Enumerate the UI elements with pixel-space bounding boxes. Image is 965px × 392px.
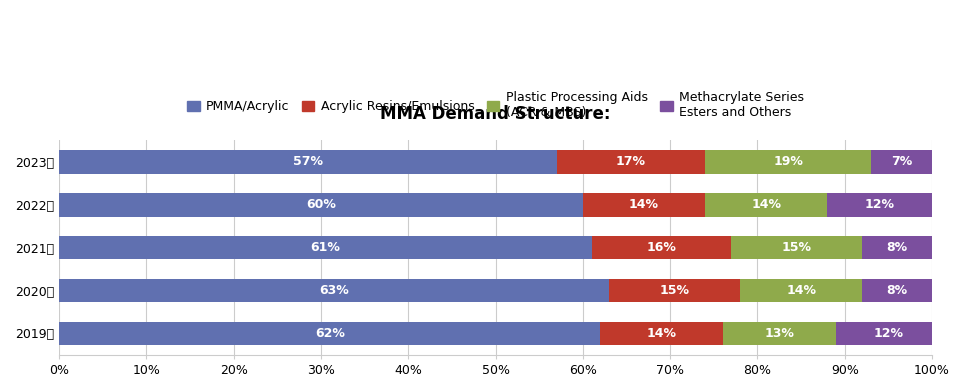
Text: 7%: 7% [891,155,912,168]
Text: 16%: 16% [647,241,676,254]
Bar [59,150,557,174]
Text: 12%: 12% [873,327,903,340]
Text: 15%: 15% [659,284,690,297]
Text: 8%: 8% [887,241,908,254]
Bar [609,279,740,302]
Bar [59,193,583,216]
Text: 14%: 14% [751,198,782,211]
Text: 19%: 19% [773,155,803,168]
Text: 63%: 63% [319,284,349,297]
Bar [557,150,705,174]
Bar [836,321,941,345]
Text: 8%: 8% [887,284,908,297]
Bar [740,279,862,302]
Text: 17%: 17% [616,155,646,168]
Text: 14%: 14% [786,284,816,297]
Bar [59,236,592,260]
Bar [862,236,932,260]
Bar [59,279,609,302]
Bar [600,321,723,345]
Bar [731,236,862,260]
Text: 15%: 15% [782,241,812,254]
Text: 60%: 60% [306,198,336,211]
Bar [723,321,836,345]
Bar [827,193,932,216]
Text: 13%: 13% [764,327,794,340]
Text: 62%: 62% [315,327,345,340]
Text: 14%: 14% [647,327,676,340]
Text: 12%: 12% [865,198,895,211]
Bar [862,279,932,302]
Bar [583,193,705,216]
Text: 14%: 14% [629,198,659,211]
Text: 61%: 61% [311,241,341,254]
Legend: PMMA/Acrylic, Acrylic Resins/Emulsions, Plastic Processing Aids
(ACR & MBS), Met: PMMA/Acrylic, Acrylic Resins/Emulsions, … [182,87,809,124]
Bar [705,193,827,216]
Bar [871,150,932,174]
Title: MMA Demand Structure:: MMA Demand Structure: [380,105,611,123]
Bar [705,150,871,174]
Bar [592,236,731,260]
Text: 57%: 57% [293,155,323,168]
Bar [59,321,600,345]
